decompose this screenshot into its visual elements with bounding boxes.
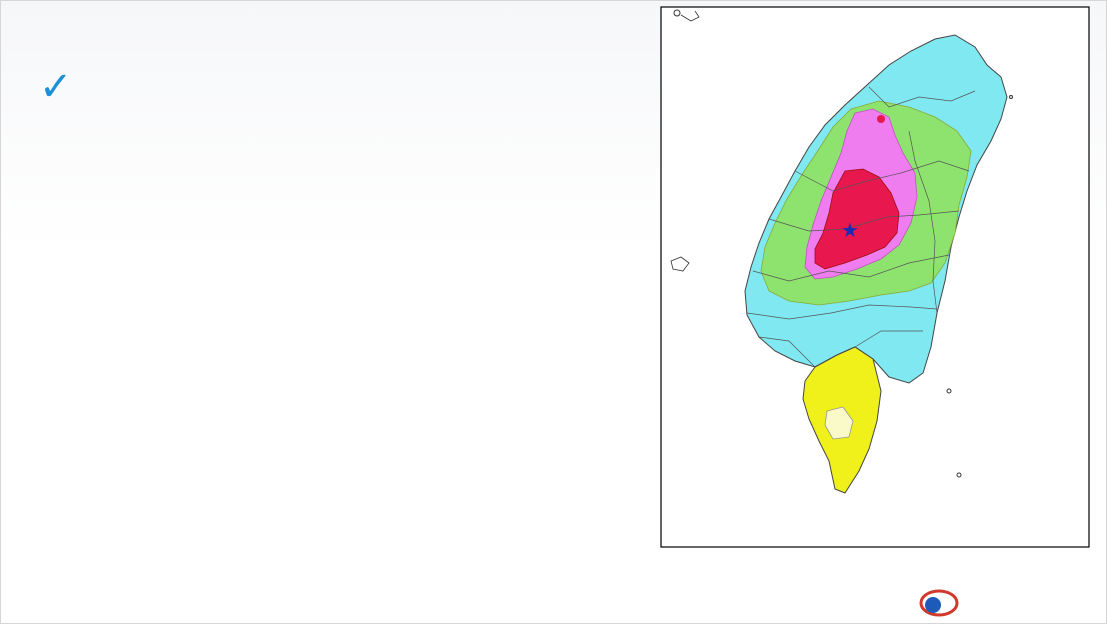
title-row: ✓ <box>39 67 83 107</box>
cwb-logo <box>919 583 1089 623</box>
intensity-map: ★ <box>619 1 1107 581</box>
epicenter-star-icon: ★ <box>841 218 859 242</box>
checkmark-icon: ✓ <box>39 64 73 110</box>
taiwan-island <box>670 9 1013 494</box>
